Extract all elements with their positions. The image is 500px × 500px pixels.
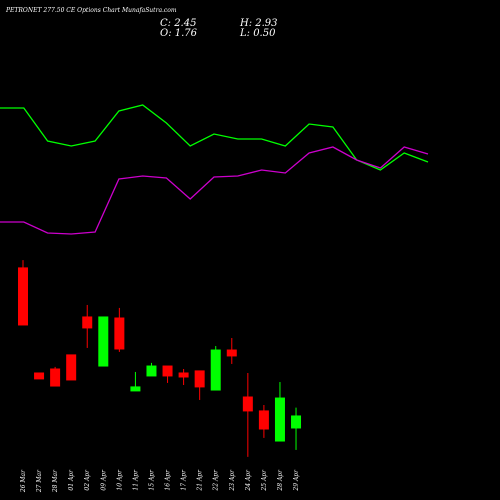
- x-tick-label: 21 Apr: [197, 469, 204, 492]
- x-tick-label: 17 Apr: [181, 469, 188, 491]
- candle-body: [82, 316, 93, 329]
- chart-title: PETRONET 277.50 CE Options Chart MunafaS…: [5, 7, 177, 14]
- candle-body: [178, 372, 189, 378]
- open-label: O: 1.76: [160, 28, 198, 39]
- candle-body: [66, 354, 77, 381]
- x-tick-label: 23 Apr: [229, 469, 236, 492]
- close-label: C: 2.45: [160, 18, 196, 29]
- candle-body: [194, 370, 205, 388]
- x-tick-label: 10 Apr: [116, 469, 123, 491]
- indicator-line: [0, 146, 429, 235]
- high-label: H: 2.93: [239, 18, 278, 29]
- x-tick-label: 28 Mar: [52, 469, 59, 493]
- x-tick-label: 11 Apr: [132, 469, 139, 491]
- candle-body: [258, 410, 269, 430]
- x-tick-label: 26 Mar: [20, 469, 27, 493]
- candle-body: [226, 349, 237, 357]
- candle-body: [114, 317, 125, 350]
- candle-body: [291, 415, 302, 429]
- x-tick-label: 27 Mar: [36, 469, 43, 493]
- x-tick-label: 02 Apr: [84, 469, 91, 491]
- x-tick-label: 01 Apr: [68, 469, 75, 491]
- candle-body: [274, 397, 285, 442]
- indicator-line: [0, 104, 429, 171]
- x-tick-label: 15 Apr: [148, 469, 155, 491]
- x-tick-label: 09 Apr: [100, 469, 107, 491]
- x-tick-label: 25 Apr: [261, 469, 268, 492]
- candle-body: [98, 316, 109, 367]
- x-tick-label: 22 Apr: [213, 469, 220, 492]
- candle-body: [34, 372, 45, 380]
- x-tick-label: 29 Apr: [293, 469, 300, 492]
- candle-body: [242, 396, 253, 412]
- x-tick-label: 16 Apr: [165, 469, 172, 491]
- candle-body: [18, 267, 28, 326]
- candle-body: [210, 349, 221, 391]
- candle-body: [146, 365, 157, 377]
- x-tick-label: 28 Apr: [277, 469, 284, 492]
- candle-body: [50, 368, 61, 387]
- low-label: L: 0.50: [239, 28, 276, 39]
- candle-body: [130, 386, 141, 392]
- candle-body: [162, 365, 173, 377]
- x-tick-label: 24 Apr: [245, 469, 252, 492]
